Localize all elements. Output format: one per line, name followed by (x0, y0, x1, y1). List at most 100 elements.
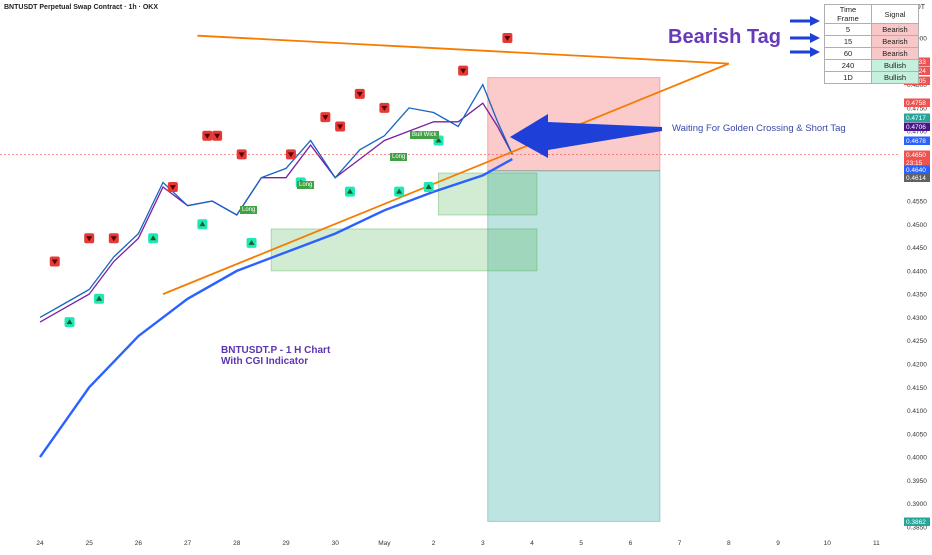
sell-signal-icon (204, 133, 211, 139)
series-layer (39, 83, 513, 458)
buy-signal-icon (435, 137, 442, 143)
x-tick-label: 27 (184, 540, 192, 547)
timeframe-cell: 1D (824, 71, 872, 84)
x-tick-label: 7 (678, 540, 682, 547)
sell-signal-icon (504, 36, 511, 41)
x-tick-label: 5 (579, 540, 583, 547)
chart-label-2: Long (240, 206, 258, 214)
x-tick-label: 28 (233, 540, 241, 547)
y-tick-label: 0.4350 (907, 292, 927, 299)
x-tick-label: 3 (481, 540, 485, 547)
sell-signal-icon (51, 259, 58, 265)
zone-3 (270, 228, 538, 272)
buy-signal-icon (66, 319, 73, 325)
x-tick-label: 8 (727, 540, 731, 547)
chart-note-line-2: With CGI Indicator (221, 356, 309, 367)
y-tick-label: 0.4550 (907, 199, 927, 206)
table-row: 5 Bearish (824, 23, 919, 36)
timeframe-cell: 240 (824, 59, 872, 72)
sell-signal-icon (322, 115, 329, 121)
x-tick-label: 25 (86, 540, 94, 547)
x-tick-label: May (378, 540, 391, 547)
y-tick-label: 0.4300 (907, 315, 927, 322)
signal-cell: Bearish (871, 47, 919, 60)
zone-1 (487, 170, 661, 522)
x-tick-label: 24 (36, 540, 44, 547)
price-label-bg (904, 122, 930, 131)
waiting-label: Waiting For Golden Crossing & Short Tag (672, 123, 846, 134)
y-tick-label: 0.4800 (907, 82, 927, 89)
chart-title: BNTUSDT Perpetual Swap Contract · 1h · O… (4, 4, 159, 11)
zones-layer (270, 77, 661, 522)
price-label: 0.4706 (906, 124, 926, 131)
table-row: 15 Bearish (824, 35, 919, 48)
y-tick-label: 0.4700 (907, 129, 927, 136)
buy-signal-icon (199, 221, 206, 227)
x-tick-label: 6 (629, 540, 633, 547)
y-tick-label: 0.3950 (907, 478, 927, 485)
zone-2 (438, 172, 538, 216)
price-label-bg (904, 158, 930, 167)
trendlines-layer (0, 16, 900, 295)
trendline-1 (162, 62, 730, 295)
sell-signal-icon (381, 105, 388, 111)
timeframe-cell: 5 (824, 23, 872, 36)
y-tick-label: 0.4000 (907, 455, 927, 462)
bearish-tag-label: Bearish Tag (668, 26, 781, 48)
y-tick-label: 0.4050 (907, 431, 927, 438)
buy-signal-icon (425, 184, 432, 190)
table-row: 1D Bullish (824, 71, 919, 84)
y-tick-label: 0.4200 (907, 362, 927, 369)
chart-label-4: Long (390, 153, 408, 161)
buy-signal-icon (150, 235, 157, 241)
x-tick-label: 2 (432, 540, 436, 547)
sell-signal-icon (460, 68, 467, 74)
x-tick-label: 10 (824, 540, 832, 547)
price-label-bg (904, 173, 930, 182)
price-label: 0.4678 (906, 138, 926, 145)
sell-signal-icon (110, 236, 117, 242)
y-tick-label: 0.3850 (907, 525, 927, 532)
row-pointer-arrow-2 (790, 47, 820, 57)
y-tick-label: 0.4450 (907, 245, 927, 252)
y-tick-label: 0.4500 (907, 222, 927, 229)
sell-signal-icon (356, 91, 363, 97)
price-label: 23:15 (906, 160, 923, 167)
sell-signal-icon (287, 152, 294, 158)
x-tick-label: 4 (530, 540, 534, 547)
timeframe-signal-table: Time Frame Signal 5 Bearish 15 Bearish 6… (824, 4, 919, 84)
x-tick-label: 26 (135, 540, 143, 547)
price-label-bg (904, 136, 930, 145)
signal-cell: Bullish (871, 59, 919, 72)
y-tick-label: 0.4400 (907, 268, 927, 275)
price-label: 0.4758 (906, 100, 926, 107)
sell-signal-icon (169, 185, 176, 191)
sell-signal-icon (238, 152, 245, 158)
sell-signal-icon (86, 236, 93, 242)
price-label: 0.3862 (906, 519, 926, 526)
buy-signal-icon (248, 239, 255, 245)
x-tick-label: 29 (282, 540, 290, 547)
price-label-bg (904, 165, 930, 174)
y-tick-label: 0.4100 (907, 408, 927, 415)
sell-signal-icon (337, 124, 344, 130)
price-label-bg (904, 517, 930, 526)
y-tick-label: 0.4150 (907, 385, 927, 392)
signal-cell: Bullish (871, 71, 919, 84)
x-tick-label: 11 (873, 540, 880, 547)
pointer-arrow (510, 114, 662, 158)
signal-cell: Bearish (871, 35, 919, 48)
y-tick-label: 0.4750 (907, 105, 927, 112)
trendline-0 (197, 34, 729, 65)
table-header-timeframe: Time Frame (824, 4, 872, 24)
x-tick-label: 9 (776, 540, 780, 547)
row-pointer-arrow-1 (790, 33, 820, 43)
price-label: 0.4640 (906, 167, 926, 174)
timeframe-cell: 60 (824, 47, 872, 60)
buy-signal-icon (346, 188, 353, 194)
series-line-2 (39, 83, 513, 318)
y-tick-label: 0.4250 (907, 338, 927, 345)
buy-signal-icon (396, 188, 403, 194)
timeframe-cell: 15 (824, 35, 872, 48)
